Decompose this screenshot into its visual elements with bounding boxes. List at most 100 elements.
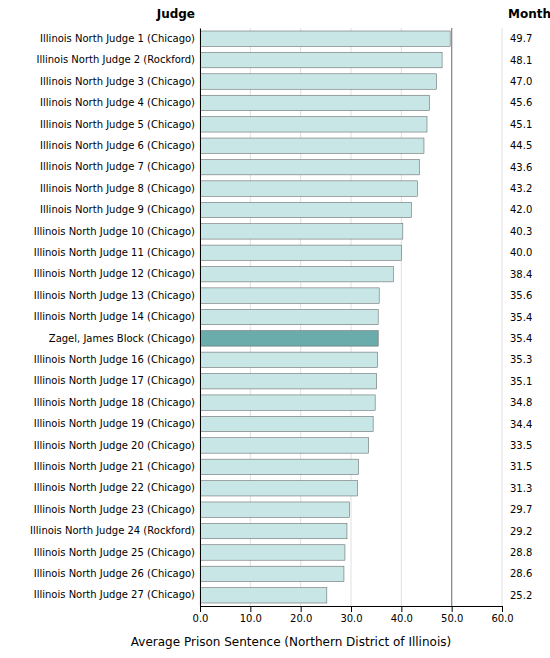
- y-tick: Illinois North Judge 7 (Chicago): [40, 161, 200, 172]
- data-label: 28.8: [510, 547, 532, 558]
- y-axis: Illinois North Judge 1 (Chicago) Illinois…: [30, 29, 200, 607]
- grid-line: [502, 28, 503, 606]
- x-tick: 30.0: [340, 606, 362, 624]
- data-label: 35.4: [510, 312, 532, 323]
- y-tick-label: Illinois North Judge 18 (Chicago): [34, 397, 195, 408]
- y-tick-label: Illinois North Judge 10 (Chicago): [34, 226, 195, 237]
- y-tick: Illinois North Judge 14 (Chicago): [34, 311, 200, 322]
- bar: [200, 374, 377, 389]
- y-tick-label: Zagel, James Block (Chicago): [49, 333, 195, 344]
- reference-line: [451, 28, 452, 606]
- data-label: 45.6: [510, 97, 532, 108]
- chart: 0.010.020.030.040.050.060.0Illinois Nort…: [0, 0, 550, 658]
- x-tick-label: 40.0: [391, 613, 413, 624]
- x-tick: 50.0: [441, 606, 463, 624]
- y-tick-label: Illinois North Judge 24 (Rockford): [30, 525, 195, 536]
- y-tick-label: Illinois North Judge 2 (Rockford): [36, 54, 195, 65]
- x-tick-label: 0.0: [193, 613, 209, 624]
- y-tick: Illinois North Judge 4 (Chicago): [40, 97, 200, 108]
- grid: [200, 28, 502, 606]
- bar: [200, 224, 403, 239]
- data-label: 45.1: [510, 119, 532, 130]
- data-label: 31.3: [510, 483, 532, 494]
- bar: [200, 245, 401, 260]
- data-label: 29.7: [510, 504, 532, 515]
- bar: [200, 159, 419, 174]
- grid-line: [200, 28, 201, 606]
- data-label: 43.2: [510, 183, 532, 194]
- y-tick-label: Illinois North Judge 17 (Chicago): [34, 375, 195, 386]
- bar: [200, 588, 327, 603]
- y-tick: Illinois North Judge 9 (Chicago): [40, 204, 200, 215]
- x-axis: 0.010.020.030.040.050.060.0: [193, 606, 514, 624]
- y-tick-label: Illinois North Judge 7 (Chicago): [40, 161, 195, 172]
- bar: [200, 202, 411, 217]
- bar: [200, 502, 349, 517]
- bar: [200, 523, 347, 538]
- x-tick: 40.0: [391, 606, 413, 624]
- marks: [200, 28, 452, 606]
- bar: [200, 266, 393, 281]
- bar: [200, 545, 345, 560]
- bar: [200, 331, 378, 346]
- y-tick: Illinois North Judge 19 (Chicago): [34, 418, 200, 429]
- y-tick: Illinois North Judge 24 (Rockford): [30, 525, 200, 536]
- data-label: 44.5: [510, 140, 532, 151]
- y-tick-label: Illinois North Judge 25 (Chicago): [34, 547, 195, 558]
- data-label: 35.6: [510, 290, 532, 301]
- x-tick: 20.0: [290, 606, 312, 624]
- y-tick-label: Illinois North Judge 21 (Chicago): [34, 461, 195, 472]
- y-tick: Illinois North Judge 23 (Chicago): [34, 504, 200, 515]
- x-axis-title: Average Prison Sentence (Northern Distri…: [131, 635, 451, 649]
- y-tick-label: Illinois North Judge 9 (Chicago): [40, 204, 195, 215]
- y-tick: Illinois North Judge 5 (Chicago): [40, 119, 200, 130]
- data-label: 29.2: [510, 526, 532, 537]
- y-tick-label: Illinois North Judge 26 (Chicago): [34, 568, 195, 579]
- bar: [200, 117, 427, 132]
- x-tick-label: 50.0: [441, 613, 463, 624]
- y-tick-label: Illinois North Judge 3 (Chicago): [40, 76, 195, 87]
- y-tick-label: Illinois North Judge 20 (Chicago): [34, 440, 195, 451]
- y-tick: Illinois North Judge 2 (Rockford): [36, 54, 200, 65]
- bar: [200, 288, 379, 303]
- y-tick: Illinois North Judge 20 (Chicago): [34, 440, 200, 451]
- y-tick: Illinois North Judge 26 (Chicago): [34, 568, 200, 579]
- x-tick-mark: [301, 606, 302, 612]
- y-tick-label: Illinois North Judge 6 (Chicago): [40, 140, 195, 151]
- x-tick-mark: [200, 606, 201, 612]
- bar: [200, 138, 424, 153]
- y-tick-label: Illinois North Judge 22 (Chicago): [34, 482, 195, 493]
- data-label: 33.5: [510, 440, 532, 451]
- y-tick: Illinois North Judge 12 (Chicago): [34, 268, 200, 279]
- y-tick: Illinois North Judge 22 (Chicago): [34, 482, 200, 493]
- y-tick-label: Illinois North Judge 4 (Chicago): [40, 97, 195, 108]
- y-tick-label: Illinois North Judge 14 (Chicago): [34, 311, 195, 322]
- x-tick-label: 30.0: [340, 613, 362, 624]
- bar: [200, 52, 442, 67]
- data-label: 48.1: [510, 55, 532, 66]
- data-label: 35.1: [510, 376, 532, 387]
- bar: [200, 74, 437, 89]
- x-tick-mark: [250, 606, 251, 612]
- bar: [200, 352, 378, 367]
- data-label: 34.8: [510, 397, 532, 408]
- y-tick: Illinois North Judge 8 (Chicago): [40, 183, 200, 194]
- grid-line: [451, 28, 452, 606]
- bar: [200, 395, 375, 410]
- bar: [200, 95, 430, 110]
- column-header: Months: [508, 7, 550, 21]
- x-tick-mark: [502, 606, 503, 612]
- plot: 0.010.020.030.040.050.060.0Illinois Nort…: [30, 7, 550, 649]
- bar: [200, 416, 373, 431]
- x-tick-label: 20.0: [290, 613, 312, 624]
- x-tick-mark: [452, 606, 453, 612]
- data-label: 43.6: [510, 162, 532, 173]
- x-tick-mark: [401, 606, 402, 612]
- y-tick: Illinois North Judge 1 (Chicago): [40, 33, 200, 44]
- y-tick-label: Illinois North Judge 1 (Chicago): [40, 33, 195, 44]
- y-tick: Illinois North Judge 27 (Chicago): [34, 589, 200, 600]
- bar: [200, 566, 344, 581]
- data-label: 38.4: [510, 269, 532, 280]
- bar: [200, 31, 450, 46]
- y-tick-label: Illinois North Judge 27 (Chicago): [34, 589, 195, 600]
